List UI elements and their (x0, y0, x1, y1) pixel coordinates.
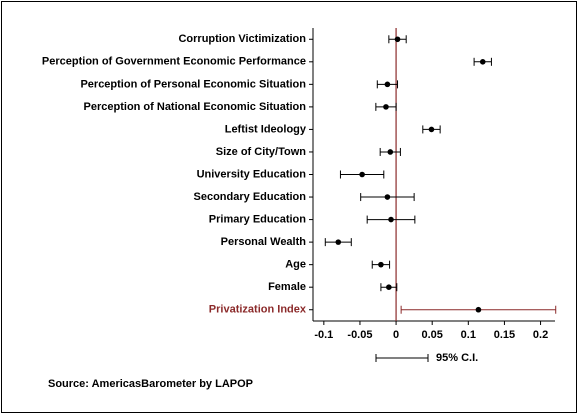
point (383, 104, 389, 110)
x-tick-label: -0.05 (347, 329, 372, 341)
x-tick-label: 0 (393, 329, 399, 341)
category-label: Size of City/Town (216, 146, 307, 158)
point (384, 194, 391, 200)
point (378, 261, 384, 268)
point (335, 239, 342, 245)
x-tick-label: 0.2 (533, 329, 548, 341)
x-tick-label: -0.1 (314, 329, 333, 341)
point (388, 216, 394, 223)
category-label: Female (268, 281, 306, 293)
category-label: Personal Wealth (221, 236, 307, 248)
point (386, 284, 392, 290)
category-label: Leftist Ideology (225, 123, 307, 135)
category-label: Primary Education (209, 213, 306, 225)
point (384, 81, 391, 88)
point (479, 59, 486, 65)
point (359, 171, 365, 178)
category-label: Perception of National Economic Situatio… (84, 101, 307, 113)
category-label: University Education (197, 168, 307, 180)
point (475, 306, 482, 313)
point (428, 126, 435, 133)
category-label: Secondary Education (194, 191, 307, 203)
x-tick-label: 0.15 (494, 329, 515, 341)
point (387, 149, 394, 155)
x-tick-label: 0.1 (461, 329, 476, 341)
legend-label: 95% C.I. (436, 352, 478, 364)
source-note: Source: AmericasBarometer by LAPOP (48, 378, 253, 390)
category-label: Perception of Personal Economic Situatio… (80, 78, 306, 90)
category-label: Perception of Government Economic Perfor… (42, 56, 306, 68)
category-label: Age (285, 259, 306, 271)
point (394, 36, 401, 43)
x-tick-label: 0.05 (421, 329, 442, 341)
category-label: Privatization Index (209, 304, 307, 316)
category-label: Corruption Victimization (178, 33, 306, 45)
